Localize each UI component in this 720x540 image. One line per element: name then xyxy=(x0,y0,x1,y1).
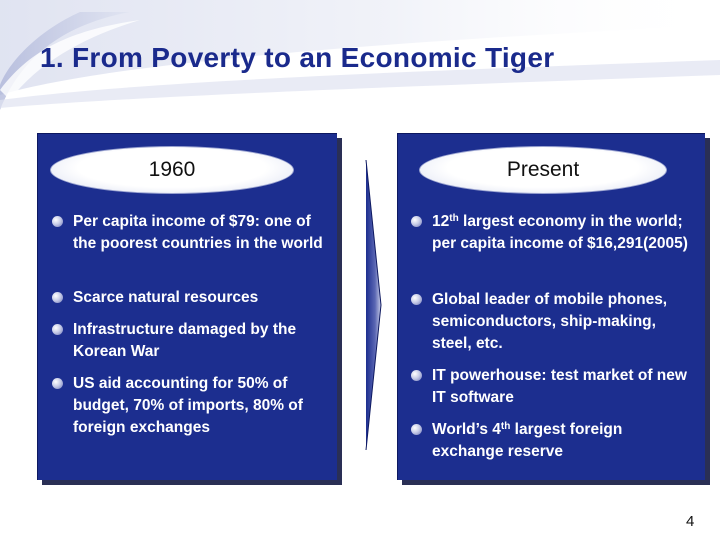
list-item: US aid accounting for 50% of budget, 70%… xyxy=(52,373,327,439)
list-item: Global leader of mobile phones, semicond… xyxy=(411,289,695,365)
bullet-dot-icon xyxy=(411,424,422,435)
page-number: 4 xyxy=(686,513,695,530)
panel-1960: 1960 Per capita income of $79: one of th… xyxy=(37,133,337,480)
bullet-list-present: 12th largest economy in the world; per c… xyxy=(411,211,695,463)
bullet-list-1960: Per capita income of $79: one of the poo… xyxy=(52,211,327,439)
heading-present: Present xyxy=(419,146,667,194)
bullet-dot-icon xyxy=(52,216,63,227)
transition-arrow-icon xyxy=(365,160,382,450)
slide-title: 1. From Poverty to an Economic Tiger xyxy=(40,42,555,73)
list-item: Infrastructure damaged by the Korean War xyxy=(52,319,327,373)
list-item: 12th largest economy in the world; per c… xyxy=(411,211,695,289)
bullet-dot-icon xyxy=(411,370,422,381)
bullet-dot-icon xyxy=(52,324,63,335)
bullet-dot-icon xyxy=(52,378,63,389)
list-item: IT powerhouse: test market of new IT sof… xyxy=(411,365,695,419)
heading-1960: 1960 xyxy=(50,146,294,194)
list-item: Scarce natural resources xyxy=(52,287,327,319)
bullet-dot-icon xyxy=(411,216,422,227)
bullet-dot-icon xyxy=(52,292,63,303)
bullet-dot-icon xyxy=(411,294,422,305)
list-item: Per capita income of $79: one of the poo… xyxy=(52,211,327,287)
title-swoosh-decoration xyxy=(0,0,720,110)
panel-present: Present 12th largest economy in the worl… xyxy=(397,133,705,480)
list-item: World’s 4th largest foreign exchange res… xyxy=(411,419,695,463)
